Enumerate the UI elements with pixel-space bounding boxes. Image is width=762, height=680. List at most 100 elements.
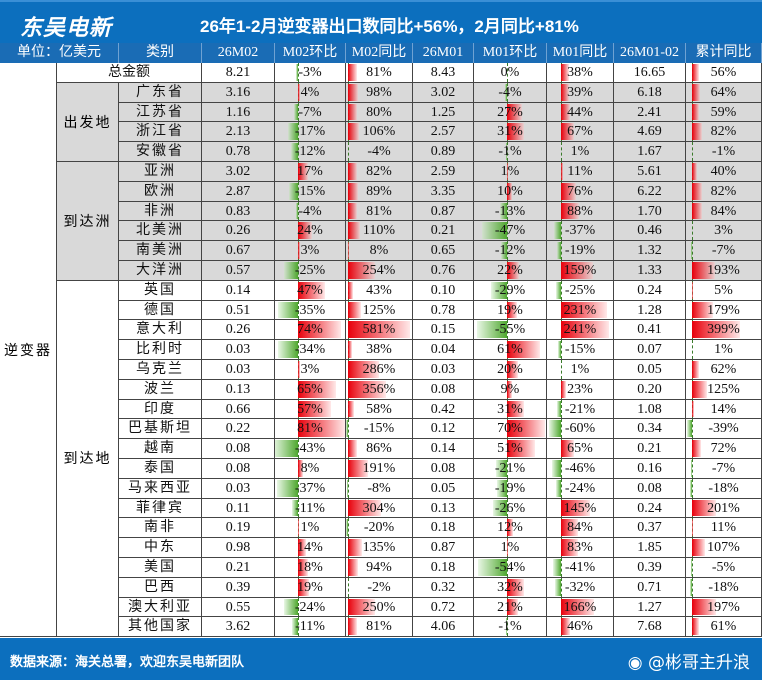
value-cell: 11%	[547, 162, 614, 182]
data-bar	[692, 598, 716, 616]
bar-axis	[298, 261, 299, 280]
data-bar	[298, 578, 310, 596]
value-text: 2.59	[430, 164, 456, 179]
value-text: 5.61	[637, 164, 662, 179]
value-cell: 0.18	[413, 518, 474, 539]
value-cell: 61%	[686, 617, 762, 638]
value-cell: 399%	[686, 320, 762, 341]
value-cell: 1%	[547, 142, 614, 162]
value-cell: 1%	[547, 360, 614, 380]
value-text: 0.42	[430, 401, 456, 417]
row-label: 德国	[119, 300, 202, 321]
value-cell: 304%	[346, 498, 413, 519]
bar-axis	[507, 558, 508, 577]
value-cell: 0.67	[202, 241, 275, 261]
data-bar	[557, 242, 561, 259]
value-cell: 0.20	[614, 379, 686, 400]
row-label: 大洋洲	[119, 261, 202, 281]
row-label: 马来西亚	[119, 478, 202, 499]
value-text: 12%	[497, 520, 523, 536]
data-bar	[692, 301, 714, 319]
value-cell: -20%	[346, 518, 413, 539]
data-bar	[288, 123, 298, 141]
data-bar	[561, 618, 571, 636]
value-text: -7%	[711, 243, 736, 259]
data-bar	[298, 83, 301, 101]
value-cell: 20%	[474, 360, 547, 380]
data-bar	[507, 578, 525, 596]
value-text: 2.13	[225, 124, 251, 140]
value-cell: 0.03	[413, 360, 474, 380]
row-label: 意大利	[119, 320, 202, 341]
group-label: 出发地	[57, 82, 119, 162]
column-header: 类别	[119, 43, 202, 63]
data-bar	[276, 479, 298, 497]
value-cell: -4%	[275, 201, 346, 222]
value-cell: 65%	[547, 439, 614, 459]
data-bar	[284, 598, 298, 616]
data-bar	[481, 222, 507, 240]
value-text: 88%	[567, 203, 593, 219]
value-text: 356%	[362, 381, 396, 397]
value-text: 0.05	[637, 362, 662, 377]
value-cell: -13%	[474, 201, 547, 222]
data-bar	[561, 83, 569, 101]
data-bar	[278, 341, 298, 358]
value-cell: 4%	[275, 82, 346, 103]
value-cell: 231%	[547, 300, 614, 321]
data-bar	[507, 163, 508, 180]
bar-axis	[507, 459, 508, 478]
value-text: 0.21	[430, 223, 456, 239]
data-bar	[689, 479, 692, 497]
data-bar	[348, 598, 375, 616]
data-bar	[561, 499, 590, 517]
value-cell: 0.55	[202, 597, 275, 618]
value-cell: -55%	[474, 320, 547, 341]
value-text: 39%	[567, 84, 593, 100]
data-bar	[348, 202, 357, 220]
value-text: -21%	[494, 461, 526, 476]
value-text: 1%	[570, 144, 590, 160]
value-cell: 0.08	[202, 439, 275, 459]
data-bar	[492, 499, 507, 517]
value-text: -18%	[708, 480, 739, 496]
data-bar	[348, 321, 411, 339]
data-bar	[561, 182, 577, 200]
value-cell: 0.21	[413, 221, 474, 242]
data-bar	[293, 103, 298, 121]
value-text: -8%	[367, 480, 391, 496]
bar-axis	[561, 360, 562, 379]
row-label: 北美洲	[119, 221, 202, 242]
value-text: 0.24	[637, 282, 662, 298]
data-bar	[561, 380, 566, 398]
data-bar	[692, 64, 699, 81]
value-text: 0.76	[430, 263, 456, 278]
value-text: 0.03	[225, 480, 251, 496]
value-text: 0.08	[225, 441, 251, 457]
value-cell: 4.06	[413, 617, 474, 638]
value-text: 0.14	[430, 441, 456, 457]
bar-axis	[298, 478, 299, 498]
data-bar	[289, 182, 298, 200]
data-bar	[496, 479, 507, 497]
value-cell: 0.41	[614, 320, 686, 341]
value-text: 8%	[300, 461, 320, 476]
value-text: -54%	[494, 560, 526, 575]
value-text: -39%	[708, 421, 739, 437]
data-bar	[291, 618, 298, 636]
data-bar	[692, 499, 717, 517]
value-cell: 83%	[547, 538, 614, 558]
value-text: -35%	[294, 302, 326, 318]
value-cell: 3%	[275, 241, 346, 261]
value-cell: -21%	[547, 399, 614, 420]
data-bar	[348, 281, 353, 299]
data-bar	[556, 479, 561, 497]
value-cell: 107%	[686, 538, 762, 558]
data-bar	[296, 64, 298, 81]
value-text: 19%	[497, 302, 523, 318]
value-text: 4.06	[430, 619, 456, 635]
value-text: 0%	[500, 65, 520, 80]
data-bar	[298, 420, 345, 438]
value-cell: -35%	[275, 300, 346, 321]
value-cell: 0.24	[614, 498, 686, 519]
